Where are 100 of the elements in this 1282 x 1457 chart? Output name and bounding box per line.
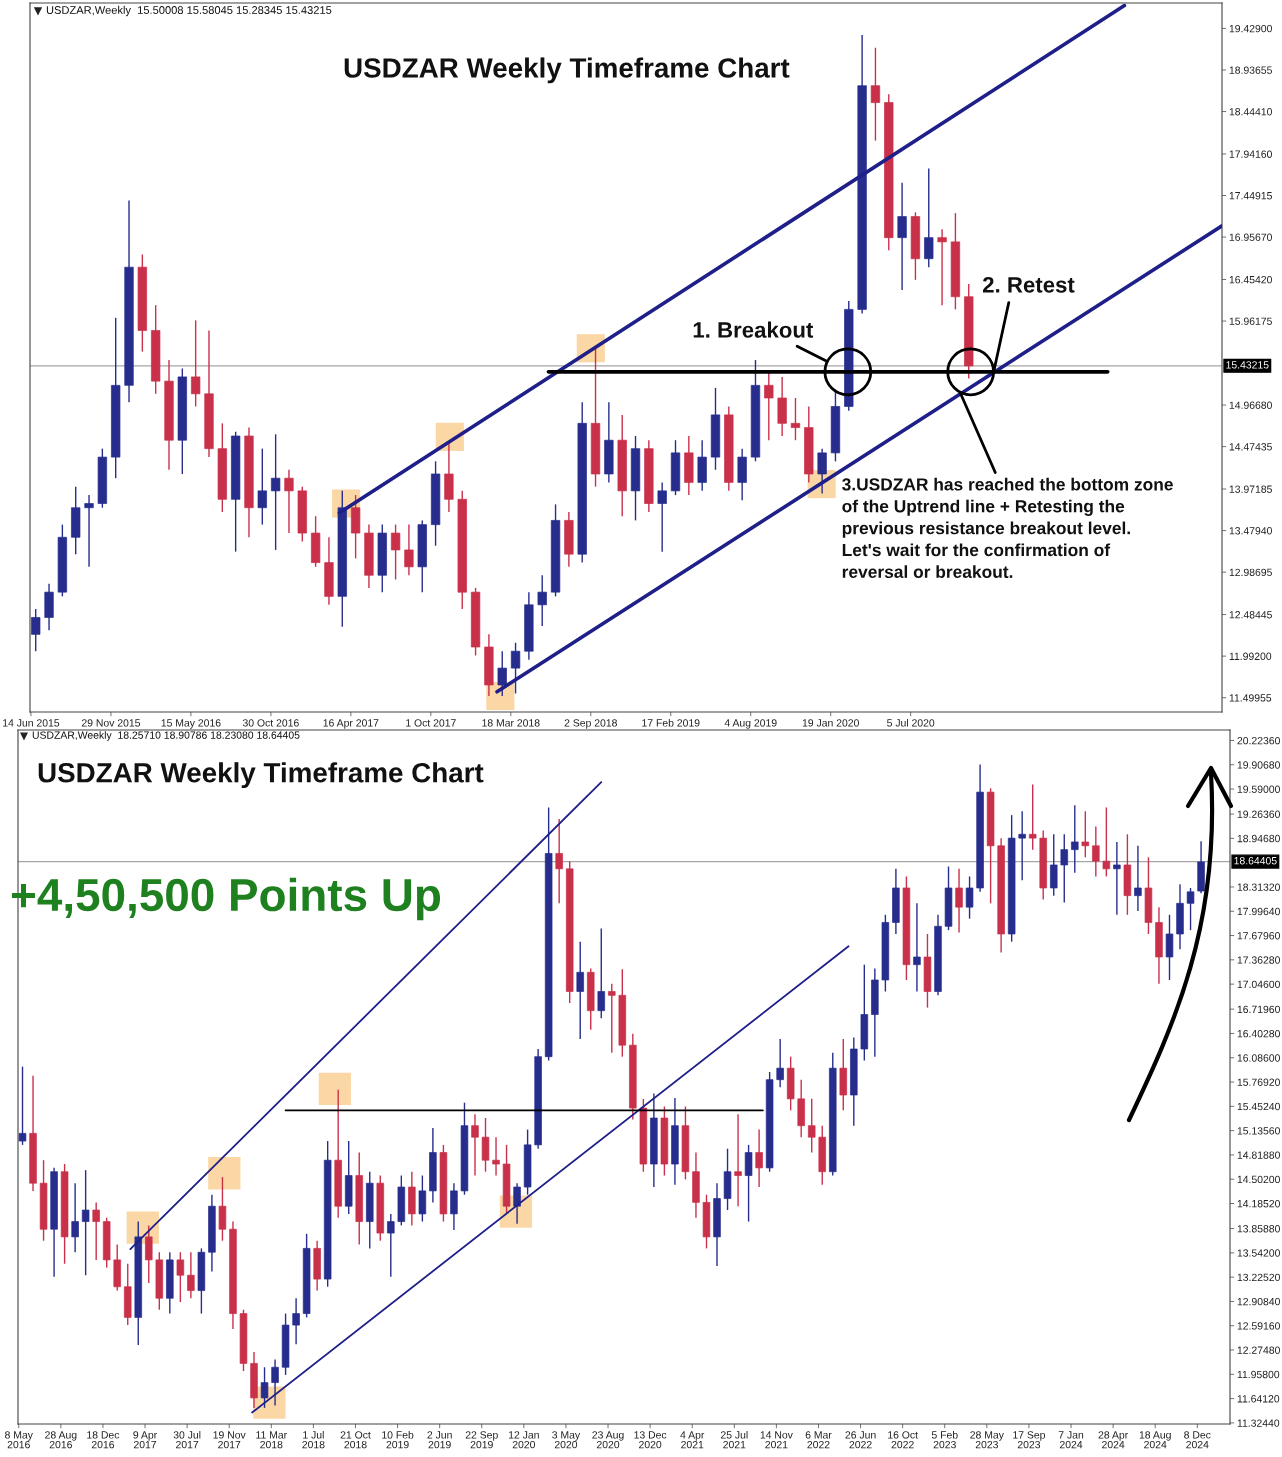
candlestick <box>218 1176 227 1242</box>
annotation: +4,50,500 Points Up <box>12 877 441 921</box>
x-tick-label: 10 Feb 2019 <box>382 1430 414 1449</box>
x-tick-label: 14 Nov 2021 <box>760 1431 793 1449</box>
y-tick-label: 18.44410 <box>1229 108 1272 116</box>
candlestick <box>764 371 774 441</box>
candlestick <box>404 523 414 576</box>
y-tick-label: 11.49955 <box>1229 694 1272 702</box>
candlestick <box>284 469 294 534</box>
candlestick <box>81 1169 90 1276</box>
candlestick <box>92 1201 100 1261</box>
candlestick <box>1186 887 1195 931</box>
x-tick-label: 19 Jan 2020 <box>802 719 859 727</box>
candlestick <box>537 574 547 627</box>
candlestick <box>897 182 907 291</box>
y-tick-label: 19.26360 <box>1237 810 1280 818</box>
candlestick <box>418 1174 427 1223</box>
candlestick <box>1081 810 1090 858</box>
candlestick <box>807 1098 816 1154</box>
annotation: 3.USDZAR has reached the bottom zone of the Uptrend line + Retesting the previous resistance breakout level. Let's wait for the confirmation of reversal or breakout. <box>842 477 1173 578</box>
y-tick-label: 17.67960 <box>1237 932 1280 940</box>
x-tick-label: 16 Apr 2017 <box>323 719 379 729</box>
x-tick-label: 3 May 2020 <box>552 1431 581 1449</box>
x-tick-label: 8 May 2016 <box>5 1431 33 1449</box>
x-tick-label: 8 Dec 2024 <box>1184 1431 1211 1449</box>
candlestick <box>510 642 521 695</box>
candlestick <box>176 1251 185 1303</box>
y-tick-label: 11.95800 <box>1237 1370 1280 1379</box>
x-tick-label: 18 Dec 2016 <box>87 1431 120 1449</box>
candlestick <box>744 1144 753 1223</box>
x-tick-label: 19 Nov 2017 <box>213 1431 246 1449</box>
candlestick <box>597 927 605 1020</box>
candlestick <box>1050 833 1058 897</box>
x-tick-label: 28 Aug 2016 <box>45 1431 77 1449</box>
candlestick <box>187 1251 195 1299</box>
x-tick-label: 18 Mar 2018 <box>482 719 540 727</box>
x-tick-label: 26 Jun 2022 <box>845 1431 876 1449</box>
x-tick-label: 6 Mar 2022 <box>805 1431 832 1449</box>
y-tick-label: 16.95670 <box>1229 233 1272 241</box>
y-tick-label: 12.90840 <box>1237 1297 1280 1306</box>
annotation: 2. Retest <box>982 276 1075 293</box>
text: USDZAR Weekly Timeframe Chart <box>344 57 790 84</box>
y-tick-label: 12.59160 <box>1237 1322 1280 1330</box>
point <box>946 347 995 397</box>
y-tick-label: 18.93655 <box>1229 66 1272 74</box>
x-tick-label: 23 Aug 2020 <box>592 1431 624 1449</box>
x-tick-label: 21 Oct 2018 <box>340 1431 371 1449</box>
y-tick-label: 11.64120 <box>1237 1395 1280 1403</box>
x-tick-label: 7 Jan 2024 <box>1058 1431 1084 1449</box>
x-tick-label: 18 Aug 2024 <box>1139 1431 1171 1449</box>
point <box>823 347 873 397</box>
y-tick-label: 15.76920 <box>1237 1078 1280 1086</box>
y-tick-label: 12.27480 <box>1237 1346 1280 1354</box>
ref-line-label: 18.64405 <box>1234 857 1277 865</box>
y-tick-label: 13.54200 <box>1237 1249 1280 1257</box>
text: USDZAR Weekly Timeframe Chart <box>38 762 484 789</box>
candlestick <box>924 167 934 268</box>
x-tick-label: 13 Dec 2020 <box>634 1431 667 1449</box>
x-tick-label: 1 Oct 2017 <box>406 719 456 727</box>
x-tick-label: 28 May 2023 <box>970 1431 1004 1449</box>
x-tick-label: 29 Nov 2015 <box>81 719 141 727</box>
x-tick-label: 9 Apr 2017 <box>133 1431 158 1449</box>
candlestick <box>576 940 584 1040</box>
y-tick-label: 11.99200 <box>1229 652 1272 660</box>
x-tick-label: 11 Mar 2018 <box>256 1431 287 1449</box>
y-tick-label: 14.96680 <box>1229 401 1272 409</box>
annotation: USDZAR,Weekly 15.50008 15.58045 15.28345 15.43215 <box>46 5 332 17</box>
candlestick <box>790 397 801 441</box>
candlestick <box>1134 845 1142 912</box>
y-tick-label: 13.85880 <box>1237 1225 1280 1233</box>
y-tick-label: 18.94680 <box>1237 834 1280 843</box>
candlestick <box>870 47 881 142</box>
y-tick-label: 13.22520 <box>1237 1273 1280 1282</box>
candlestick <box>734 1113 742 1207</box>
candlestick <box>776 1038 784 1089</box>
x-tick-label: 1 Jul 2018 <box>302 1430 325 1449</box>
x-tick-label: 17 Sep 2023 <box>1013 1431 1046 1449</box>
y-tick-label: 14.18520 <box>1237 1200 1280 1208</box>
point <box>208 1157 241 1190</box>
y-tick-label: 17.44915 <box>1229 192 1272 200</box>
candlestick <box>84 494 94 568</box>
x-tick-label: 30 Jul 2017 <box>173 1430 201 1449</box>
annotation: 1. Breakout <box>693 321 814 338</box>
y-tick-label: 14.81880 <box>1237 1151 1280 1159</box>
y-tick-label: 15.96175 <box>1229 317 1272 325</box>
ref-line-label: 15.43215 <box>1226 361 1269 369</box>
x-tick-label: 14 Jun 2015 <box>3 719 60 727</box>
y-tick-label: 19.59000 <box>1237 785 1280 793</box>
candlestick <box>1028 783 1037 851</box>
candlestick <box>608 983 616 1054</box>
x-tick-label: 5 Jul 2020 <box>887 718 935 727</box>
candlestick <box>657 481 667 553</box>
candlestick <box>497 650 507 697</box>
x-tick-label: 17 Feb 2019 <box>642 718 700 727</box>
candlestick <box>937 228 947 306</box>
candlestick <box>913 902 921 993</box>
x-tick-label: 2 Sep 2018 <box>564 719 617 729</box>
x-tick-label: 5 Feb 2023 <box>931 1430 958 1449</box>
y-tick-label: 17.94160 <box>1229 150 1272 158</box>
y-tick-label: 20.22360 <box>1237 736 1280 745</box>
